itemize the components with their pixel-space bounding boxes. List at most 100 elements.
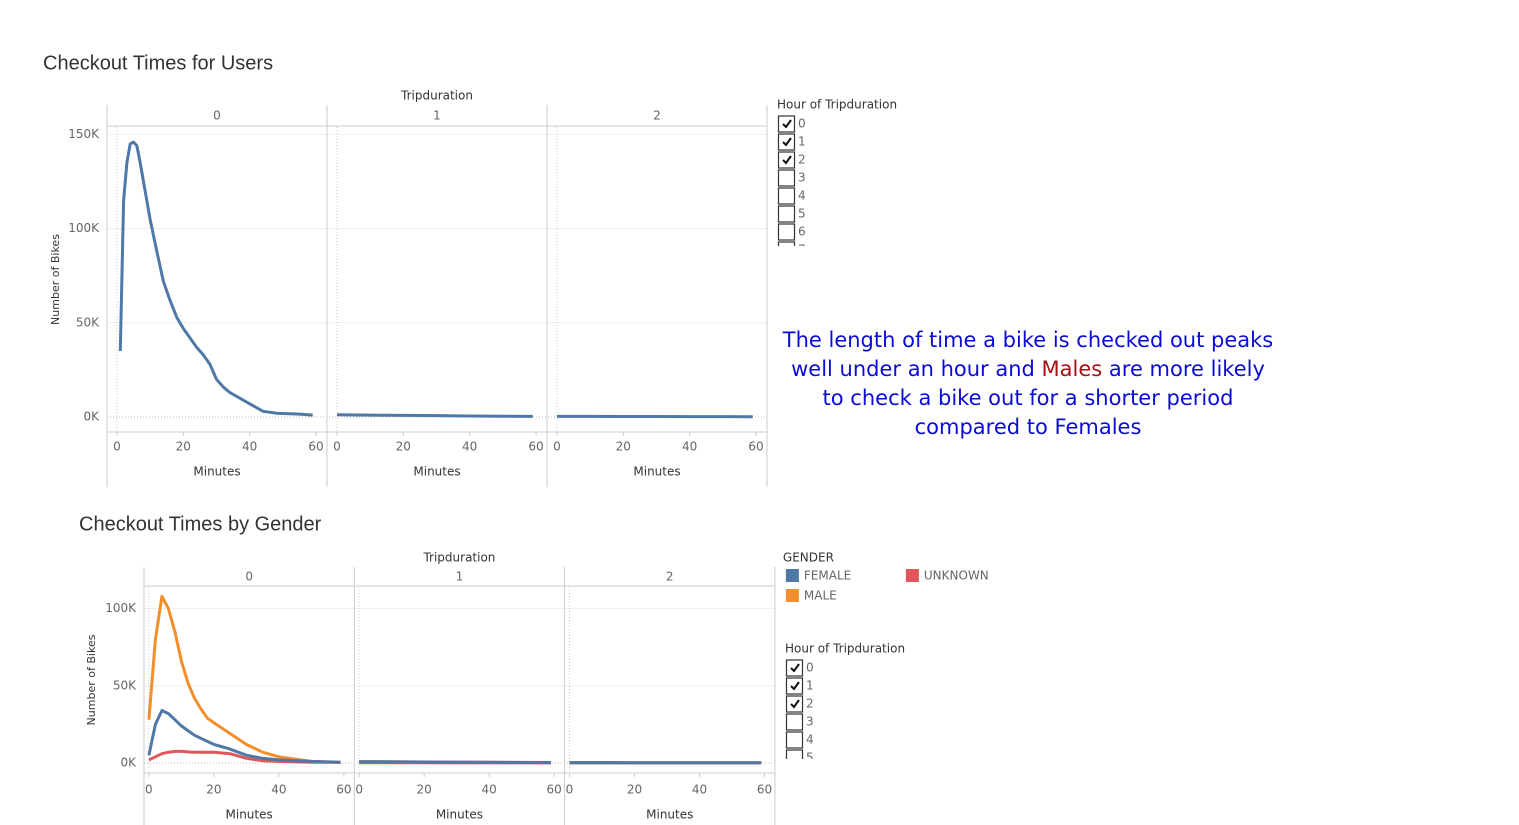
y-tick-label: 0K xyxy=(120,755,137,769)
check-mark xyxy=(790,681,800,691)
filter-checkbox[interactable] xyxy=(785,659,804,677)
annotation: The length of time a bike is checked out… xyxy=(778,326,1278,442)
y-tick-label: 100K xyxy=(105,601,137,615)
x-tick-label: 40 xyxy=(271,783,286,797)
filter-checkbox[interactable] xyxy=(777,241,796,258)
filter-item: 3 xyxy=(806,715,814,729)
y-axis-label: Number of Bikes xyxy=(85,634,98,725)
filter-checkbox[interactable] xyxy=(777,151,796,169)
check-mark xyxy=(782,155,792,165)
x-tick-label: 60 xyxy=(748,440,763,454)
filter-checkbox[interactable] xyxy=(777,205,796,223)
x-tick-label: 20 xyxy=(206,783,221,797)
annotation-text: The length of time a bike is checked out… xyxy=(782,328,1274,381)
x-axis-label: Minutes xyxy=(436,808,483,822)
legend-label: MALE xyxy=(804,589,837,603)
y-tick-label: 0K xyxy=(83,409,100,423)
x-tick-label: 20 xyxy=(176,440,191,454)
filter-item: 4 xyxy=(806,733,814,747)
legend-label: FEMALE xyxy=(804,569,851,583)
x-tick-label: 60 xyxy=(308,440,323,454)
series-line xyxy=(359,760,551,764)
filter-checkbox[interactable] xyxy=(777,169,796,187)
x-tick-label: 0 xyxy=(553,440,561,454)
y-tick-label: 150K xyxy=(68,127,100,141)
series-line xyxy=(147,709,341,764)
filter-item: 0 xyxy=(806,661,814,675)
y-tick-label: 50K xyxy=(113,678,137,692)
filter-title: Hour of Tripduration xyxy=(785,642,905,656)
series-line xyxy=(147,594,341,764)
facet-title: Tripduration xyxy=(422,551,495,565)
panel-label: 2 xyxy=(666,570,674,584)
filter-checkbox[interactable] xyxy=(785,731,804,749)
x-tick-label: 60 xyxy=(757,783,772,797)
x-tick-label: 0 xyxy=(145,783,153,797)
legend-swatch xyxy=(785,589,799,602)
legend-title: GENDER xyxy=(783,551,834,565)
x-tick-label: 0 xyxy=(566,783,574,797)
check-mark xyxy=(790,663,800,673)
panel-label: 2 xyxy=(653,109,661,123)
facet-title: Tripduration xyxy=(400,89,473,103)
x-tick-label: 60 xyxy=(547,783,562,797)
x-tick-label: 0 xyxy=(113,440,121,454)
x-axis-label: Minutes xyxy=(226,808,273,822)
x-tick-label: 0 xyxy=(333,440,341,454)
filter-list: 0 1 2 3 4 5 xyxy=(785,659,814,766)
x-axis-label: Minutes xyxy=(646,808,693,822)
panel-label: 1 xyxy=(456,570,464,584)
x-tick-label: 40 xyxy=(482,783,497,797)
x-tick-label: 40 xyxy=(462,440,477,454)
series-line xyxy=(336,413,533,418)
panel-label: 0 xyxy=(245,570,253,584)
filter-checkbox[interactable] xyxy=(785,677,804,695)
x-tick-label: 40 xyxy=(242,440,257,454)
filter-checkbox[interactable] xyxy=(785,713,804,731)
filter-item: 5 xyxy=(798,207,806,221)
legend-swatch xyxy=(905,569,919,582)
x-tick-label: 40 xyxy=(692,783,707,797)
legend-label: UNKNOWN xyxy=(924,569,989,583)
annotation-text: Males xyxy=(1041,357,1103,381)
panel-label: 0 xyxy=(213,109,221,123)
filter-item: 2 xyxy=(798,153,806,167)
chart-title: Checkout Times by Gender xyxy=(79,513,322,535)
y-tick-label: 100K xyxy=(68,221,100,235)
chart-title: Checkout Times for Users xyxy=(43,52,273,74)
filter-item: 3 xyxy=(798,171,806,185)
x-tick-label: 60 xyxy=(336,783,351,797)
filter-checkbox[interactable] xyxy=(785,695,804,713)
filter-checkbox[interactable] xyxy=(777,187,796,205)
x-tick-label: 20 xyxy=(396,440,411,454)
filter-item: 1 xyxy=(798,135,806,149)
x-tick-label: 20 xyxy=(417,783,432,797)
filter-checkbox[interactable] xyxy=(777,133,796,151)
x-axis-label: Minutes xyxy=(193,465,240,479)
filter-item: 2 xyxy=(806,697,814,711)
x-tick-label: 60 xyxy=(528,440,543,454)
filter-item: 5 xyxy=(806,751,814,765)
x-tick-label: 0 xyxy=(355,783,363,797)
filter-item: 6 xyxy=(798,225,806,239)
x-axis-label: Minutes xyxy=(413,465,460,479)
filter-item: 1 xyxy=(806,679,814,693)
series-line xyxy=(118,140,313,417)
x-tick-label: 40 xyxy=(682,440,697,454)
filter-checkbox[interactable] xyxy=(777,223,796,241)
legend-swatch xyxy=(785,569,799,582)
filter-item: 4 xyxy=(798,189,806,203)
filter-checkbox[interactable] xyxy=(785,749,804,766)
check-mark xyxy=(782,119,792,129)
filter-checkbox[interactable] xyxy=(777,115,796,133)
annotation-text: are more likely to check a bike out for … xyxy=(822,357,1265,439)
y-axis-label: Number of Bikes xyxy=(49,234,62,325)
y-tick-label: 50K xyxy=(76,315,100,329)
filter-item: 0 xyxy=(798,117,806,131)
filter-item: 7 xyxy=(798,243,806,257)
check-mark xyxy=(790,699,800,709)
filter-list: 0 1 2 3 4 5 6 7 xyxy=(777,115,806,258)
filter-title: Hour of Tripduration xyxy=(777,98,897,112)
